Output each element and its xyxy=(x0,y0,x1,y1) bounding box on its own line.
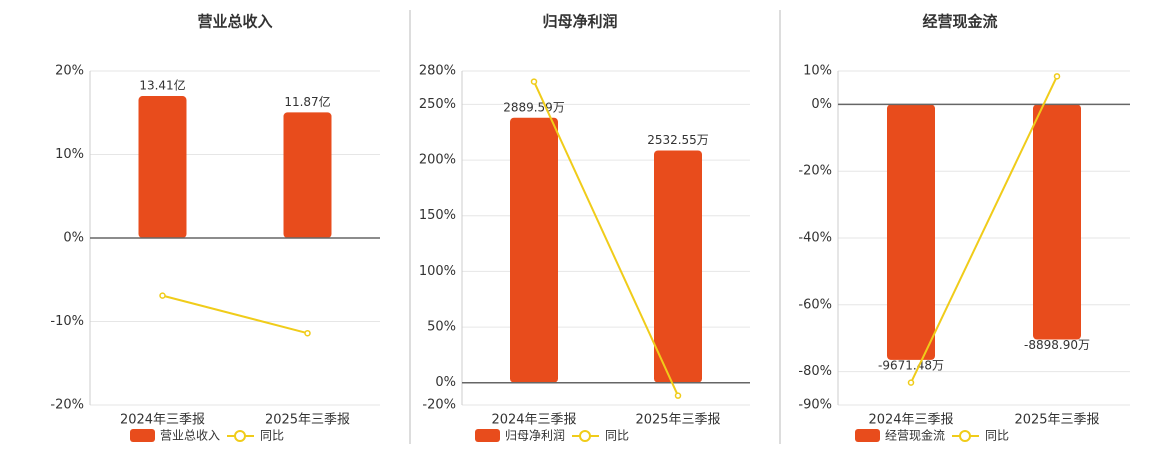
legend-label: 经营现金流 xyxy=(885,428,945,443)
y-tick-label: -10% xyxy=(50,314,84,329)
y-tick-label: 0% xyxy=(811,97,832,112)
bar xyxy=(283,112,332,238)
value-label: -8898.90万 xyxy=(1024,338,1090,352)
legend-label: 营业总收入 xyxy=(160,429,220,443)
y-tick-label: -20% xyxy=(422,398,456,413)
legend-label: 同比 xyxy=(605,429,629,443)
line xyxy=(533,81,679,397)
y-tick-label: 100% xyxy=(419,264,456,279)
legend-swatch xyxy=(130,429,155,442)
bar xyxy=(510,117,558,383)
x-tick-label: 2024年三季报 xyxy=(868,413,953,428)
value-label: 11.87亿 xyxy=(284,94,330,109)
bar xyxy=(1033,104,1081,340)
point xyxy=(674,392,682,399)
chart-title: 经营现金流 xyxy=(922,13,997,31)
point xyxy=(907,379,915,386)
value-label: 2532.55万 xyxy=(647,133,709,147)
legend-marker xyxy=(234,430,246,442)
value-label: -9671.48万 xyxy=(878,358,944,372)
point xyxy=(1053,73,1061,80)
x-tick-label: 2025年三季报 xyxy=(265,413,350,428)
line xyxy=(910,75,1058,384)
value-label: 2889.59万 xyxy=(503,100,565,114)
x-tick-label: 2024年三季报 xyxy=(491,413,576,428)
legend-label: 同比 xyxy=(260,429,284,443)
chart-title: 归母净利润 xyxy=(542,13,617,31)
point xyxy=(159,292,166,299)
x-tick-label: 2024年三季报 xyxy=(120,413,205,428)
y-tick-label: 200% xyxy=(419,153,456,168)
legend-swatch xyxy=(855,429,880,442)
y-tick-label: -60% xyxy=(798,297,832,312)
y-tick-label: -90% xyxy=(798,398,832,413)
y-tick-label: 250% xyxy=(419,97,456,112)
y-tick-label: 150% xyxy=(419,208,456,223)
y-tick-label: 0% xyxy=(435,375,456,390)
legend-label: 归母净利润 xyxy=(505,429,565,443)
point xyxy=(530,78,538,85)
y-tick-label: 10% xyxy=(803,64,832,79)
y-tick-label: -80% xyxy=(798,364,832,379)
y-tick-label: 280% xyxy=(419,64,456,79)
chart-title: 营业总收入 xyxy=(197,13,272,31)
y-tick-label: -20% xyxy=(50,398,84,413)
x-tick-label: 2025年三季报 xyxy=(635,413,720,428)
point xyxy=(304,329,311,337)
value-label: 13.41亿 xyxy=(139,78,185,93)
y-tick-label: 50% xyxy=(427,320,456,335)
y-tick-label: 20% xyxy=(55,64,84,79)
y-tick-label: -20% xyxy=(798,164,832,179)
y-tick-label: -40% xyxy=(798,231,832,246)
line xyxy=(162,294,308,335)
legend-label: 同比 xyxy=(985,429,1009,443)
legend-marker xyxy=(579,430,591,442)
bar xyxy=(138,96,187,238)
legend-swatch xyxy=(475,429,500,442)
bar xyxy=(654,150,702,383)
y-tick-label: 10% xyxy=(55,147,84,162)
x-tick-label: 2025年三季报 xyxy=(1014,413,1099,428)
bar xyxy=(887,104,935,360)
y-tick-label: 0% xyxy=(63,231,84,246)
legend-marker xyxy=(959,430,971,442)
